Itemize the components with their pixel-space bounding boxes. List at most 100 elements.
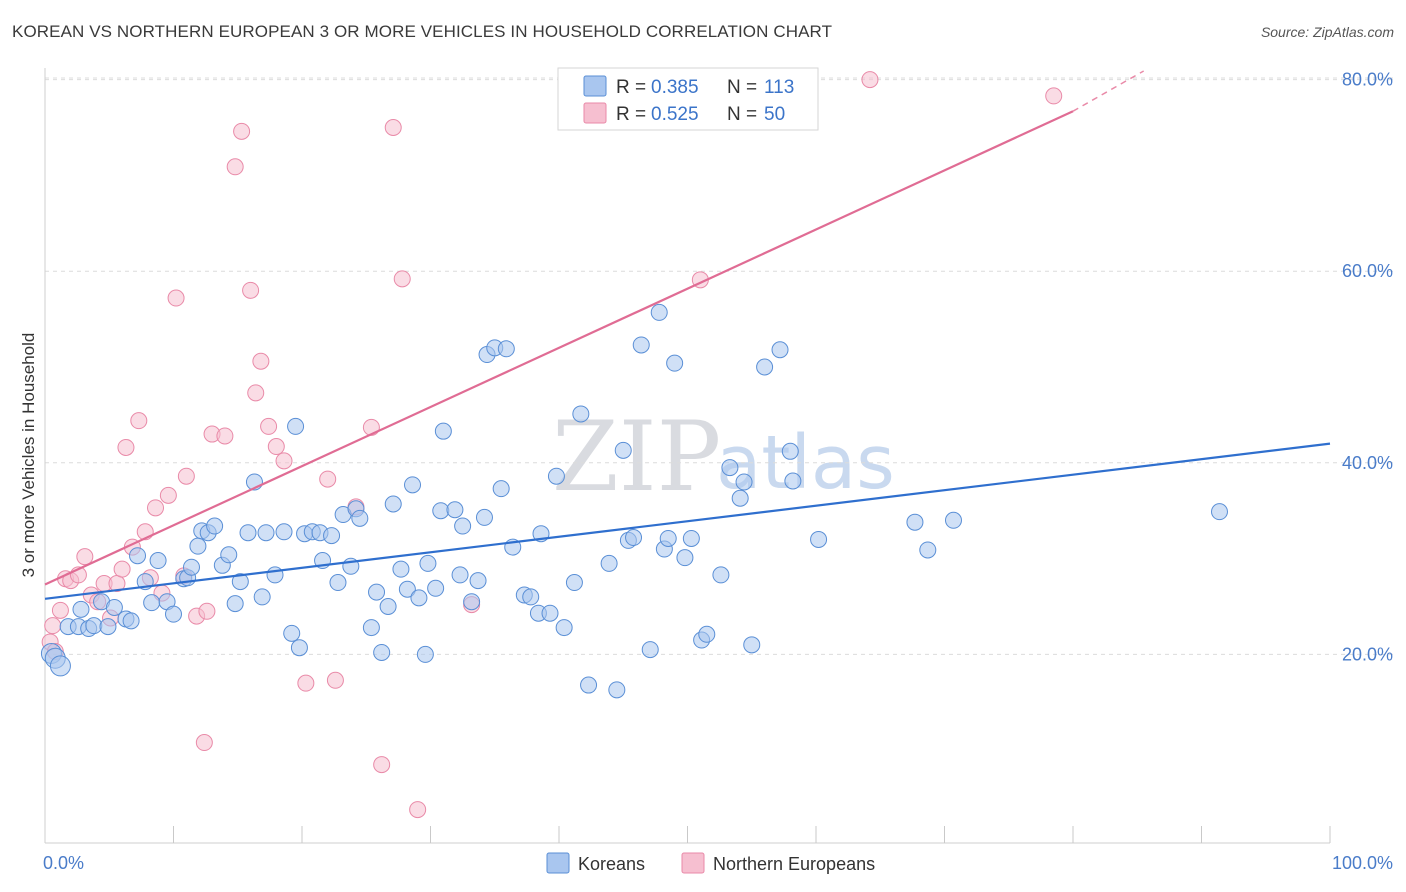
northern-europeans-point xyxy=(130,412,148,430)
koreans-point xyxy=(572,405,590,423)
northern-europeans-point xyxy=(44,617,62,635)
koreans-point xyxy=(625,529,643,547)
koreans-point xyxy=(231,573,249,591)
koreans-point xyxy=(944,511,962,529)
koreans-point xyxy=(105,598,123,616)
koreans-point xyxy=(919,541,937,559)
koreans-point xyxy=(682,529,700,547)
koreans-point xyxy=(475,508,493,526)
koreans-point xyxy=(432,502,450,520)
koreans-point xyxy=(608,681,626,699)
koreans-point xyxy=(659,529,677,547)
koreans-point xyxy=(362,619,380,637)
koreans-point xyxy=(419,554,437,572)
koreans-point xyxy=(666,354,684,372)
northern-europeans-point xyxy=(113,560,131,578)
series-legend: Koreans Northern Europeans xyxy=(546,852,875,874)
northern-europeans-point xyxy=(1045,87,1063,105)
koreans-point xyxy=(129,547,147,565)
koreans-point xyxy=(641,641,659,659)
northern-europeans-points xyxy=(41,71,1063,819)
northern-europeans-point xyxy=(233,122,251,140)
koreans-point xyxy=(283,624,301,642)
koreans-point xyxy=(122,612,140,630)
koreans-point xyxy=(143,594,161,612)
y-tick-label-60: 60.0% xyxy=(1342,261,1393,281)
northern-europeans-point xyxy=(51,601,69,619)
koreans-point xyxy=(85,617,103,635)
y-tick-labels: 20.0% 40.0% 60.0% 80.0% xyxy=(1342,70,1393,665)
watermark: ZIP atlas xyxy=(552,401,895,513)
northern-europeans-point xyxy=(260,417,278,435)
northern-europeans-point xyxy=(159,486,177,504)
koreans-point xyxy=(555,619,573,637)
source-credit: Source: ZipAtlas.com xyxy=(1260,24,1394,40)
koreans-point xyxy=(906,513,924,531)
northern-europeans-point xyxy=(226,158,244,176)
koreans-point xyxy=(522,588,540,606)
northern-europeans-point xyxy=(216,427,234,445)
koreans-point xyxy=(373,643,391,661)
northern-europeans-point xyxy=(319,470,337,488)
correlation-legend: R = 0.385 N = 113 R = 0.525 N = 50 xyxy=(557,67,819,131)
legend-r-label-northern-europeans: R = xyxy=(616,104,646,125)
northern-europeans-point xyxy=(195,734,213,752)
northern-europeans-trend-line xyxy=(44,110,1074,586)
legend-swatch-koreans xyxy=(583,75,607,97)
koreans-point xyxy=(541,604,559,622)
legend-r-value-northern-europeans: 0.525 xyxy=(651,104,699,125)
northern-europeans-point xyxy=(275,452,293,470)
koreans-point xyxy=(404,476,422,494)
koreans-point xyxy=(451,566,469,584)
koreans-point xyxy=(206,517,224,535)
koreans-point xyxy=(149,552,167,570)
koreans-points xyxy=(40,303,1228,699)
koreans-point xyxy=(379,598,397,615)
y-tick-label-80: 80.0% xyxy=(1342,70,1393,90)
koreans-point xyxy=(239,524,257,542)
koreans-point xyxy=(323,527,341,545)
northern-europeans-point xyxy=(147,499,165,517)
legend-swatch-northern-europeans xyxy=(583,102,607,124)
koreans-point xyxy=(368,583,386,601)
koreans-point xyxy=(712,566,730,584)
koreans-point xyxy=(469,572,487,590)
koreans-point xyxy=(189,537,207,555)
chart-title: KOREAN VS NORTHERN EUROPEAN 3 OR MORE VE… xyxy=(12,22,833,41)
northern-europeans-point xyxy=(326,671,344,689)
legend-r-label-koreans: R = xyxy=(616,77,646,98)
koreans-point xyxy=(784,472,802,490)
koreans-point xyxy=(384,495,402,513)
koreans-point xyxy=(290,639,308,657)
koreans-point xyxy=(72,600,90,618)
y-axis-label: 3 or more Vehicles in Household xyxy=(19,333,38,578)
northern-europeans-point xyxy=(384,119,402,136)
northern-europeans-point xyxy=(247,384,265,402)
bottom-legend-swatch-northern-europeans xyxy=(681,852,705,874)
koreans-point xyxy=(463,593,481,611)
koreans-point xyxy=(99,618,117,636)
koreans-point xyxy=(287,417,305,435)
northern-europeans-point xyxy=(177,467,195,485)
koreans-point xyxy=(721,459,739,477)
legend-n-value-northern-europeans: 50 xyxy=(764,104,785,125)
koreans-point xyxy=(446,501,464,519)
y-tick-label-20: 20.0% xyxy=(1342,644,1393,664)
koreans-point xyxy=(392,560,410,578)
koreans-point xyxy=(1210,503,1228,521)
northern-europeans-point xyxy=(117,438,135,456)
koreans-point xyxy=(220,546,238,564)
legend-n-value-koreans: 113 xyxy=(764,77,794,98)
koreans-point xyxy=(650,303,668,321)
koreans-point xyxy=(492,480,510,498)
x-tick-label-0: 0.0% xyxy=(43,853,84,873)
koreans-trend-line xyxy=(44,442,1331,600)
koreans-point xyxy=(427,579,445,597)
koreans-point xyxy=(165,605,182,623)
koreans-point xyxy=(497,340,515,358)
legend-n-label-koreans: N = xyxy=(727,77,757,98)
koreans-point xyxy=(253,588,271,606)
koreans-point xyxy=(781,442,799,460)
northern-europeans-trend-extension xyxy=(1072,70,1145,112)
x-tick-label-100: 100.0% xyxy=(1332,853,1393,873)
